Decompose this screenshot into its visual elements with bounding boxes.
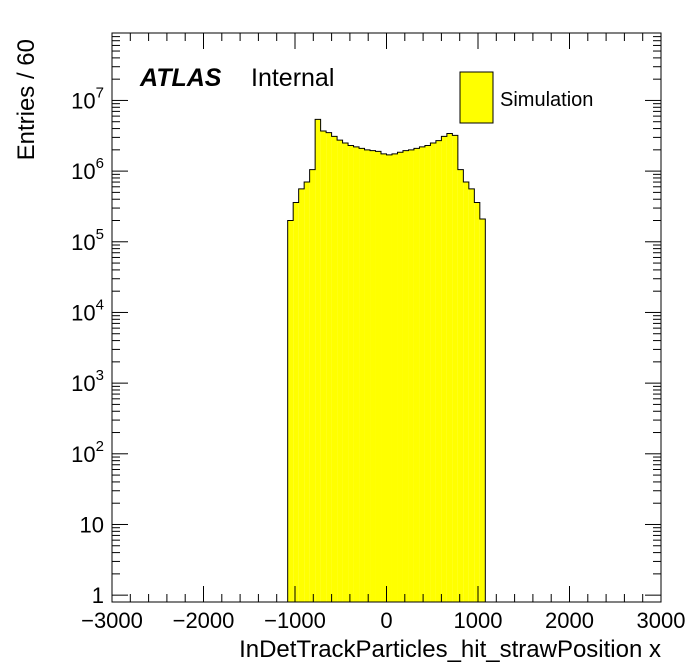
x-tick-label: −2000	[173, 608, 235, 633]
histogram-bin	[375, 151, 382, 602]
y-axis-title: Entries / 60	[13, 39, 40, 160]
histogram-bin	[381, 153, 387, 602]
histogram-bin	[364, 149, 371, 602]
x-tick-label: −1000	[264, 608, 326, 633]
y-tick-label: 103	[71, 367, 104, 396]
x-tick-label: 0	[380, 608, 392, 633]
y-tick-label: 102	[71, 438, 104, 467]
histogram-bin	[348, 145, 354, 602]
y-tick-label: 1	[92, 583, 104, 608]
atlas-status-label: Internal	[251, 64, 334, 92]
histogram-bin	[298, 188, 305, 602]
histogram-outline	[287, 118, 486, 602]
histogram-bin	[457, 169, 464, 603]
histogram-bin	[452, 135, 458, 603]
histogram-bin	[435, 140, 442, 602]
histogram-bin	[337, 140, 343, 602]
x-tick-label: −3000	[81, 608, 143, 633]
histogram-bin	[391, 153, 398, 602]
histogram-bin	[386, 154, 392, 602]
histogram-bin	[463, 182, 469, 602]
histogram-bin	[430, 142, 436, 602]
y-tick-label: 104	[71, 296, 104, 325]
histogram-bin	[370, 150, 376, 602]
histogram-bin	[342, 142, 349, 602]
x-axis-title: InDetTrackParticles_hit_strawPosition x	[239, 636, 661, 663]
y-tick-label: 106	[71, 155, 104, 184]
atlas-label: ATLAS	[139, 64, 222, 92]
histogram-bin	[424, 145, 431, 602]
histogram-bin	[419, 146, 425, 602]
x-tick-label: 3000	[637, 608, 686, 633]
histogram-bin	[315, 119, 321, 602]
y-tick-label: 105	[71, 226, 104, 255]
histogram-bin	[353, 146, 360, 602]
histogram-bars	[287, 118, 486, 603]
histogram-bin	[397, 152, 403, 603]
x-tick-labels: −3000 −2000 −1000 0 1000 2000 3000	[81, 608, 685, 633]
histogram-bin	[413, 148, 420, 603]
y-tick-labels: 1 10 102 103 104 105 106 107	[71, 84, 104, 608]
histogram-bin	[320, 130, 327, 602]
histogram-bin	[402, 150, 409, 602]
histogram-bin	[359, 148, 365, 603]
histogram-bin	[468, 188, 475, 602]
x-tick-label: 1000	[454, 608, 503, 633]
histogram-bin	[479, 219, 486, 602]
histogram-bin	[408, 149, 414, 602]
y-tick-label: 107	[71, 84, 104, 113]
histogram-bin	[441, 136, 447, 602]
legend-swatch	[459, 71, 494, 124]
legend-label: Simulation	[500, 89, 593, 111]
histogram-bin	[309, 169, 316, 603]
histogram-bin	[287, 220, 294, 602]
axis-ticks	[111, 32, 662, 602]
legend: Simulation	[459, 71, 593, 124]
histogram-bin	[304, 182, 310, 602]
histogram-bin	[293, 202, 299, 602]
histogram-bin	[331, 136, 338, 602]
x-tick-label: 2000	[545, 608, 594, 633]
histogram-bin	[326, 132, 332, 602]
histogram-bin	[446, 133, 453, 602]
y-tick-label: 10	[80, 512, 104, 537]
histogram-bin	[474, 202, 480, 602]
